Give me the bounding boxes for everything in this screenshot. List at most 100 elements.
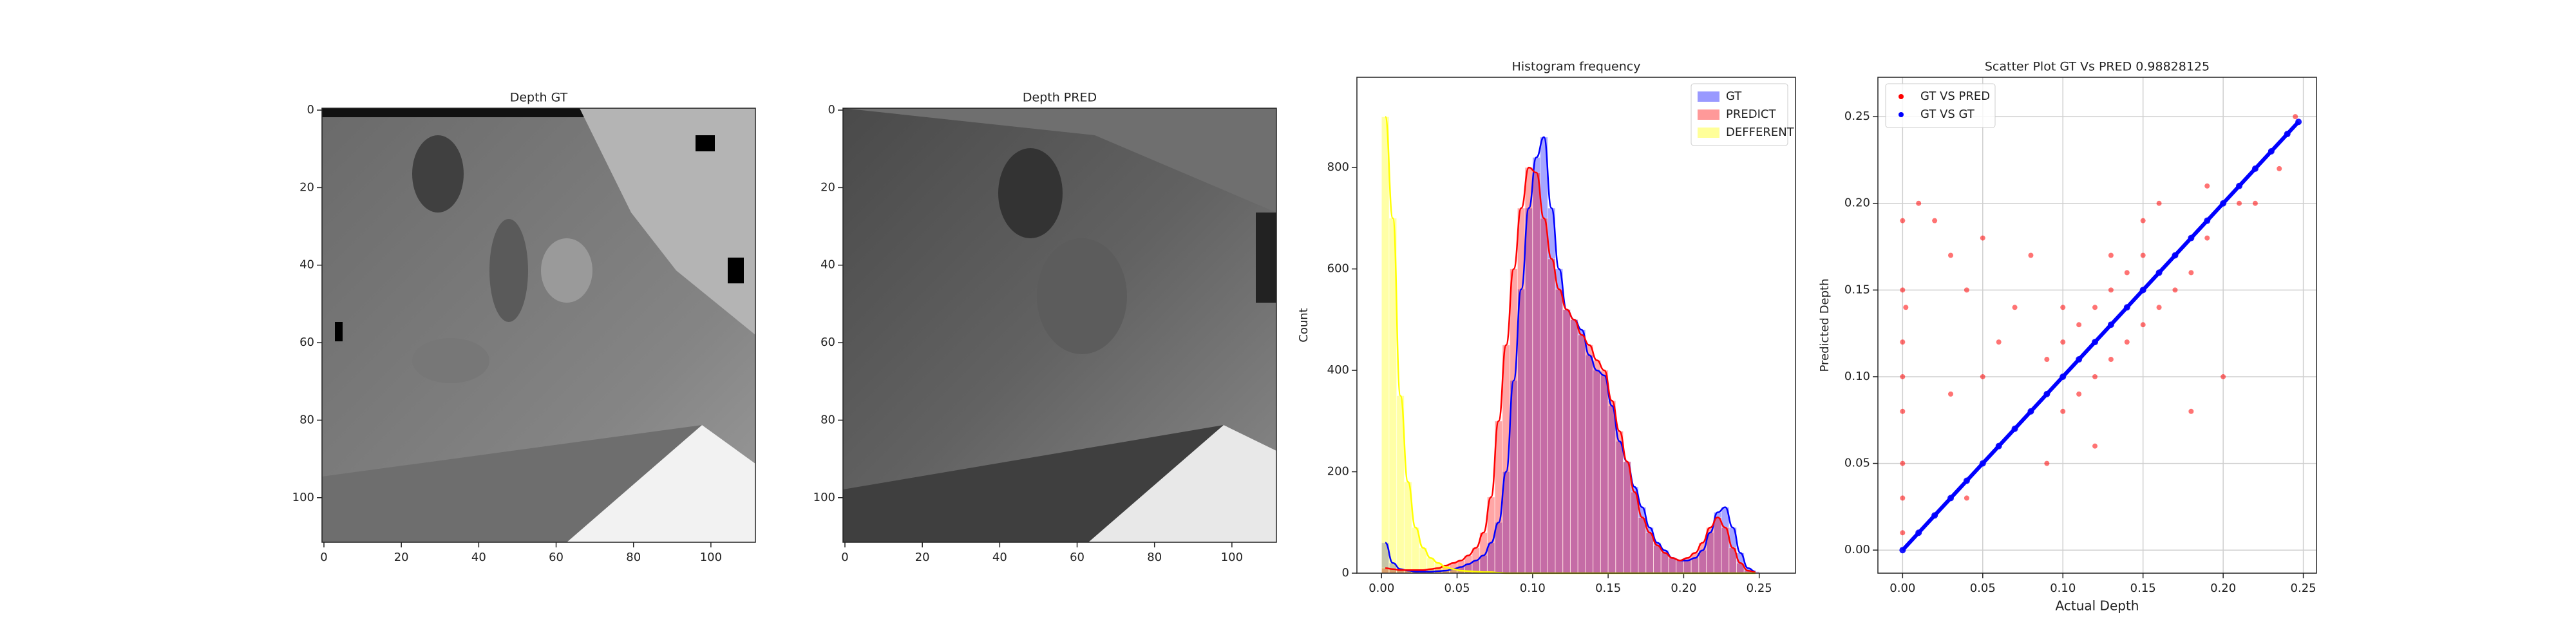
scatter-point <box>1948 391 1954 397</box>
scatter-point <box>2124 339 2130 345</box>
x-tick-label: 0.15 <box>2130 582 2156 595</box>
x-tick-label: 80 <box>1147 551 1162 564</box>
scatter-point <box>2156 200 2162 206</box>
y-tick-label: 20 <box>299 180 314 194</box>
y-tick-label: 80 <box>820 413 835 426</box>
x-tick-label: 80 <box>626 551 641 564</box>
legend-label: DEFFERENT <box>1726 126 1795 139</box>
histogram-bar <box>1615 431 1624 574</box>
legend-label: GT VS GT <box>1920 108 1975 121</box>
histogram-bar <box>1600 370 1609 574</box>
depth-pred-image <box>843 108 1276 542</box>
scatter-point <box>1980 235 1985 241</box>
scatter-point <box>2140 218 2146 223</box>
histogram-bar <box>1532 172 1541 574</box>
y-tick-label: 0.05 <box>1844 457 1870 470</box>
x-tick-label: 0.00 <box>1368 582 1394 595</box>
histogram-bar <box>1562 309 1571 574</box>
x-tick-label: 0 <box>841 551 848 564</box>
chart-title: Depth PRED <box>1023 91 1097 105</box>
scatter-point <box>2076 391 2082 397</box>
histogram-bar <box>1510 269 1518 574</box>
axes-frame <box>321 108 756 543</box>
x-tick-label: 0.20 <box>1671 582 1696 595</box>
histogram-bar <box>1660 553 1669 574</box>
y-tick-label: 200 <box>1327 465 1349 478</box>
scatter-point <box>2092 374 2098 379</box>
axes-frame <box>842 108 1277 543</box>
scatter-point <box>1900 530 1906 536</box>
y-tick-label: 0.25 <box>1844 109 1870 123</box>
scatter-point <box>1900 495 1906 501</box>
scatter-point <box>2156 305 2162 310</box>
scatter-point <box>2204 235 2210 241</box>
histogram-bar <box>1630 491 1639 574</box>
scatter-point <box>2108 252 2114 258</box>
density-line <box>1385 166 1756 573</box>
scatter-point <box>2108 287 2114 293</box>
scatter-point <box>2060 408 2066 414</box>
scatter-line <box>1901 120 2300 552</box>
legend-marker <box>1899 112 1904 117</box>
legend-swatch <box>1698 128 1719 138</box>
x-tick-label: 0.05 <box>1970 582 1996 595</box>
scatter-point <box>2140 252 2146 258</box>
x-tick-label: 40 <box>471 551 486 564</box>
histogram-bar <box>1668 557 1677 574</box>
y-axis-label: Count <box>1297 308 1311 342</box>
scatter-point <box>2044 357 2050 363</box>
histogram-bar <box>1547 258 1556 574</box>
y-tick-label: 0.00 <box>1844 543 1870 556</box>
x-tick-label: 0 <box>320 551 327 564</box>
histogram-bar <box>1676 560 1684 574</box>
y-tick-label: 400 <box>1327 363 1349 377</box>
x-tick-label: 0.20 <box>2210 582 2236 595</box>
y-tick-label: 0 <box>307 103 314 117</box>
y-tick-label: 60 <box>299 336 314 349</box>
scatter-point <box>2060 305 2066 310</box>
depth-gt-image <box>322 108 755 542</box>
histogram-bar <box>1645 532 1654 574</box>
x-tick-label: 0.15 <box>1595 582 1621 595</box>
x-tick-label: 0.25 <box>1747 582 1772 595</box>
scatter-point <box>2060 339 2066 345</box>
histogram-bar <box>1653 545 1662 574</box>
x-tick-label: 0.05 <box>1444 582 1470 595</box>
chart-title: Histogram frequency <box>1512 60 1641 74</box>
y-tick-label: 0.20 <box>1844 196 1870 210</box>
x-tick-label: 0.10 <box>2050 582 2076 595</box>
scatter-point <box>2044 460 2050 466</box>
scatter-point <box>1903 305 1909 310</box>
histogram-bar <box>1638 516 1647 574</box>
legend-marker <box>1899 94 1904 99</box>
scatter-point <box>1964 287 1969 293</box>
scatter-point <box>1900 374 1906 379</box>
scatter-point <box>1996 339 2002 345</box>
y-tick-label: 0 <box>828 103 835 117</box>
scatter-point <box>2277 166 2282 171</box>
legend-swatch <box>1698 109 1719 120</box>
x-tick-label: 100 <box>1221 551 1243 564</box>
x-axis-label: Actual Depth <box>2056 598 2139 614</box>
legend-box <box>1690 83 1788 146</box>
scatter-point <box>1964 495 1969 501</box>
legend-label: GT VS PRED <box>1920 90 1990 103</box>
histogram-bar <box>1607 400 1616 574</box>
histogram-bar <box>1540 218 1548 574</box>
scatter-point <box>2076 322 2082 328</box>
scatter-point <box>2092 305 2098 310</box>
scatter-point <box>1948 252 1954 258</box>
scatter-point <box>2124 270 2130 276</box>
scatter-point <box>1932 218 1938 223</box>
y-tick-label: 800 <box>1327 160 1349 174</box>
scatter-point <box>2293 114 2298 120</box>
x-tick-label: 60 <box>549 551 564 564</box>
scatter-point <box>2012 305 2018 310</box>
x-tick-label: 20 <box>394 551 409 564</box>
histogram-bar <box>1555 289 1564 574</box>
scatter-point <box>1900 460 1906 466</box>
y-tick-label: 20 <box>820 180 835 194</box>
legend-label: GT <box>1726 90 1742 103</box>
scatter-point <box>1900 287 1906 293</box>
